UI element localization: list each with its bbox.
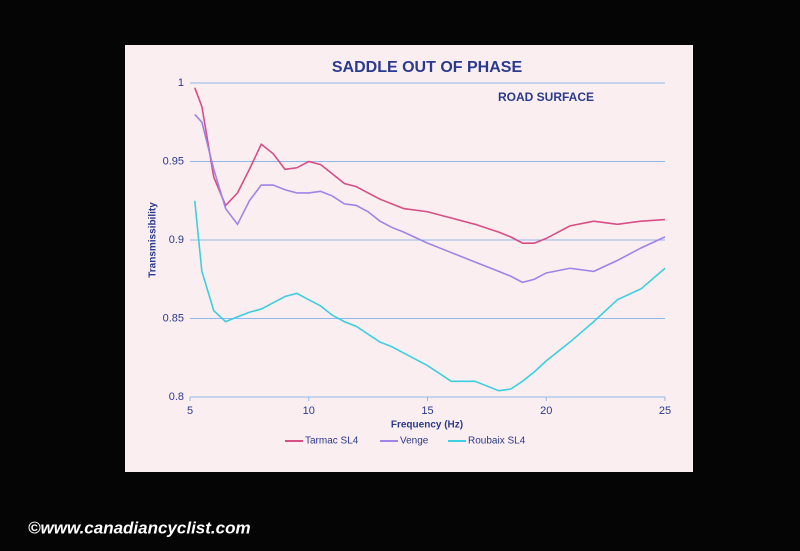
- y-tick-label: 0.95: [163, 155, 184, 167]
- y-tick-label: 0.8: [169, 391, 184, 403]
- x-tick-label: 25: [659, 405, 671, 417]
- x-tick-label: 10: [303, 405, 315, 417]
- y-tick-label: 1: [178, 77, 184, 89]
- x-axis-label: Frequency (Hz): [391, 420, 463, 431]
- slide: [125, 45, 693, 472]
- series-line: [194, 113, 666, 284]
- x-tick-label: 5: [187, 405, 193, 417]
- legend-label: Venge: [400, 436, 429, 447]
- x-tick-label: 15: [421, 405, 433, 417]
- chart-title: SADDLE OUT OF PHASE: [332, 59, 523, 76]
- series-line: [194, 87, 666, 244]
- y-tick-label: 0.85: [163, 312, 184, 324]
- y-axis-label: Transmissibility: [148, 202, 159, 278]
- x-tick-label: 20: [540, 405, 552, 417]
- legend-label: Tarmac SL4: [305, 436, 359, 447]
- watermark: ©www.canadiancyclist.com: [28, 518, 251, 537]
- legend-label: Roubaix SL4: [468, 436, 526, 447]
- y-tick-label: 0.9: [169, 234, 184, 246]
- annotation: ROAD SURFACE: [498, 90, 594, 104]
- series-line: [193, 200, 666, 392]
